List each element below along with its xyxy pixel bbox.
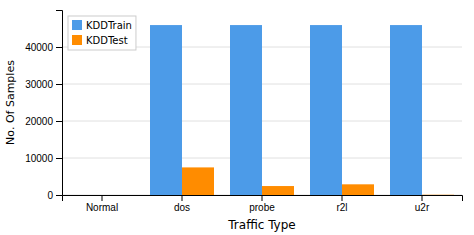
chart: Normal dos probe r2l u2r 0 10000 20000 30000 4000…: [0, 0, 474, 235]
tick: r2l: [336, 195, 347, 213]
bar: [150, 25, 182, 195]
y-axis: 0 10000 20000 30000 40000: [25, 11, 62, 201]
tick: Normal: [86, 195, 118, 213]
bar: [310, 25, 342, 195]
tick-mark: [56, 47, 62, 48]
tick-mark: [342, 195, 343, 201]
tick-mark: [56, 195, 62, 196]
tick-mark: [56, 158, 62, 159]
tick-label: probe: [249, 202, 275, 213]
series: [182, 167, 454, 195]
bar: [262, 186, 294, 195]
x-axis-title: Traffic Type: [227, 218, 295, 232]
tick: u2r: [415, 195, 430, 213]
y-axis-title: No. Of Samples: [4, 60, 17, 145]
plot: Normal dos probe r2l u2r 0 10000 20000 30000 4000…: [25, 11, 462, 214]
legend-swatch: [72, 35, 82, 45]
bar: [182, 167, 214, 195]
series: [150, 25, 422, 195]
legend-label: KDDTest: [86, 35, 128, 46]
legend-item: KDDTrain: [72, 20, 132, 31]
tick: 20000: [25, 116, 62, 127]
tick-label: 30000: [25, 79, 53, 90]
legend-label: KDDTrain: [86, 20, 132, 31]
axis-domain: [63, 196, 463, 202]
tick-mark: [56, 84, 62, 85]
tick: 30000: [25, 79, 62, 90]
bar: [230, 25, 262, 195]
tick-label: dos: [174, 202, 190, 213]
axis-domain: [56, 11, 63, 196]
tick: probe: [249, 195, 275, 213]
bar: [102, 195, 134, 196]
tick-label: 20000: [25, 116, 53, 127]
tick-label: u2r: [415, 202, 430, 213]
legend: KDDTrain KDDTest: [68, 16, 136, 50]
legend-item: KDDTest: [72, 35, 128, 46]
tick-mark: [422, 195, 423, 201]
bar: [390, 25, 422, 195]
x-axis: Normal dos probe r2l u2r: [63, 195, 463, 213]
tick: 10000: [25, 153, 62, 164]
tick-mark: [102, 195, 103, 201]
legend-box: [68, 16, 136, 50]
tick-mark: [56, 121, 62, 122]
bars: [150, 25, 454, 195]
tick-label: r2l: [336, 202, 347, 213]
tick-label: 40000: [25, 42, 53, 53]
tick: dos: [174, 195, 190, 213]
tick-label: 10000: [25, 153, 53, 164]
bar: [70, 195, 102, 196]
tick-mark: [182, 195, 183, 201]
tick-mark: [262, 195, 263, 201]
tick: 40000: [25, 42, 62, 53]
legend-swatch: [72, 20, 82, 30]
tick-label: 0: [47, 190, 53, 201]
bar: [342, 184, 374, 195]
tick: 0: [47, 190, 62, 201]
tick-label: Normal: [86, 202, 118, 213]
bar: [422, 194, 454, 195]
